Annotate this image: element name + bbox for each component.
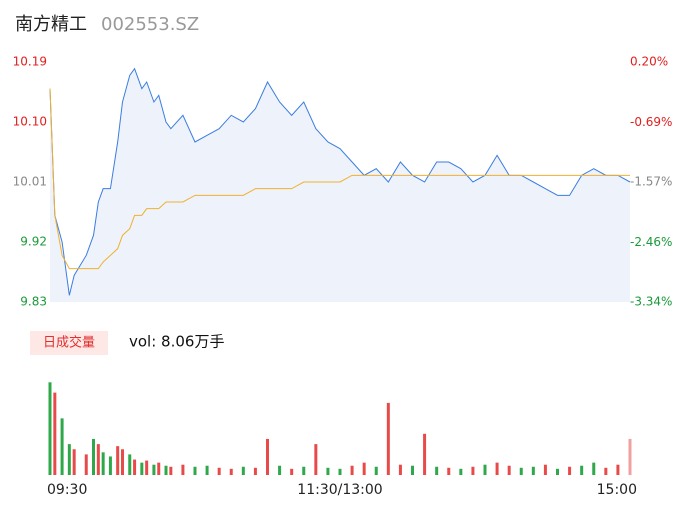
volume-bar <box>48 382 52 475</box>
volume-bar <box>217 467 221 475</box>
y-tick-label: 10.10 <box>13 115 47 129</box>
volume-bar <box>229 468 233 475</box>
volume-bar <box>140 462 144 475</box>
volume-bar <box>266 438 269 475</box>
volume-bar <box>121 449 124 475</box>
volume-bar <box>84 454 88 475</box>
y2-tick-label: -2.46% <box>630 235 672 249</box>
volume-bar <box>604 467 608 475</box>
y2-tick-label: -1.57% <box>630 175 672 189</box>
volume-bar <box>157 462 161 475</box>
volume-summary: vol: 8.06万手 <box>129 333 224 351</box>
volume-bar <box>152 464 156 475</box>
price-area <box>50 68 630 303</box>
stock-code: 002553.SZ <box>101 14 199 35</box>
x-tick-label: 11:30/13:00 <box>297 482 382 498</box>
stock-name: 南方精工 <box>15 14 87 35</box>
volume-bar <box>362 462 366 475</box>
volume-bar <box>398 464 402 475</box>
volume-bar <box>253 467 257 475</box>
volume-bar <box>314 444 318 475</box>
y2-tick-label: -0.69% <box>630 115 672 129</box>
volume-bar <box>423 433 427 475</box>
volume-tab[interactable] <box>30 331 108 355</box>
volume-bar <box>386 402 390 475</box>
volume-bar <box>435 466 439 475</box>
volume-bar <box>302 466 306 475</box>
volume-bar <box>507 465 511 475</box>
volume-bar <box>411 465 414 475</box>
volume-bar <box>483 464 487 475</box>
volume-bar <box>531 466 535 475</box>
volume-bar <box>101 452 105 475</box>
volume-bar <box>543 464 547 475</box>
volume-tab-label[interactable]: 日成交量 <box>43 335 95 351</box>
volume-bar <box>128 454 132 475</box>
volume-bar <box>169 466 173 475</box>
volume-bar <box>53 392 57 475</box>
volume-bar <box>616 464 620 475</box>
volume-bar <box>193 466 197 475</box>
y2-tick-label: -3.34% <box>630 295 672 309</box>
volume-bar <box>568 466 572 475</box>
y-tick-label: 9.83 <box>20 295 47 309</box>
volume-bar <box>495 462 499 475</box>
average-line <box>49 88 630 270</box>
y-tick-label: 9.92 <box>20 235 47 249</box>
volume-bar <box>374 466 378 475</box>
volume-bar <box>556 468 559 475</box>
volume-bar <box>447 467 451 475</box>
volume-bar <box>350 465 354 475</box>
volume-bar <box>628 438 632 475</box>
volume-bar <box>96 444 100 475</box>
volume-bar <box>471 466 475 475</box>
y2-tick-label: 0.20% <box>630 55 668 69</box>
volume-bar <box>60 418 64 475</box>
volume-bar <box>459 468 463 475</box>
volume-bar <box>519 467 523 475</box>
volume-bar <box>164 465 168 475</box>
volume-bar <box>205 465 209 475</box>
volume-bar <box>181 464 185 475</box>
volume-bar <box>592 462 596 475</box>
volume-bar <box>290 468 294 475</box>
volume-bar <box>580 465 584 475</box>
y-tick-label: 10.01 <box>13 175 47 189</box>
volume-bar <box>116 446 120 475</box>
volume-bar <box>338 468 342 475</box>
volume-bar <box>92 438 95 475</box>
x-tick-label: 15:00 <box>597 482 637 498</box>
volume-bar <box>133 459 137 475</box>
volume-bar <box>326 467 330 475</box>
x-tick-label: 09:30 <box>47 482 87 498</box>
volume-bar <box>72 449 76 475</box>
volume-bar <box>67 444 71 475</box>
y-tick-label: 10.19 <box>13 55 47 69</box>
volume-bar <box>241 466 245 475</box>
volume-bar <box>108 456 112 475</box>
volume-bar <box>278 465 282 475</box>
volume-bar <box>145 460 149 475</box>
